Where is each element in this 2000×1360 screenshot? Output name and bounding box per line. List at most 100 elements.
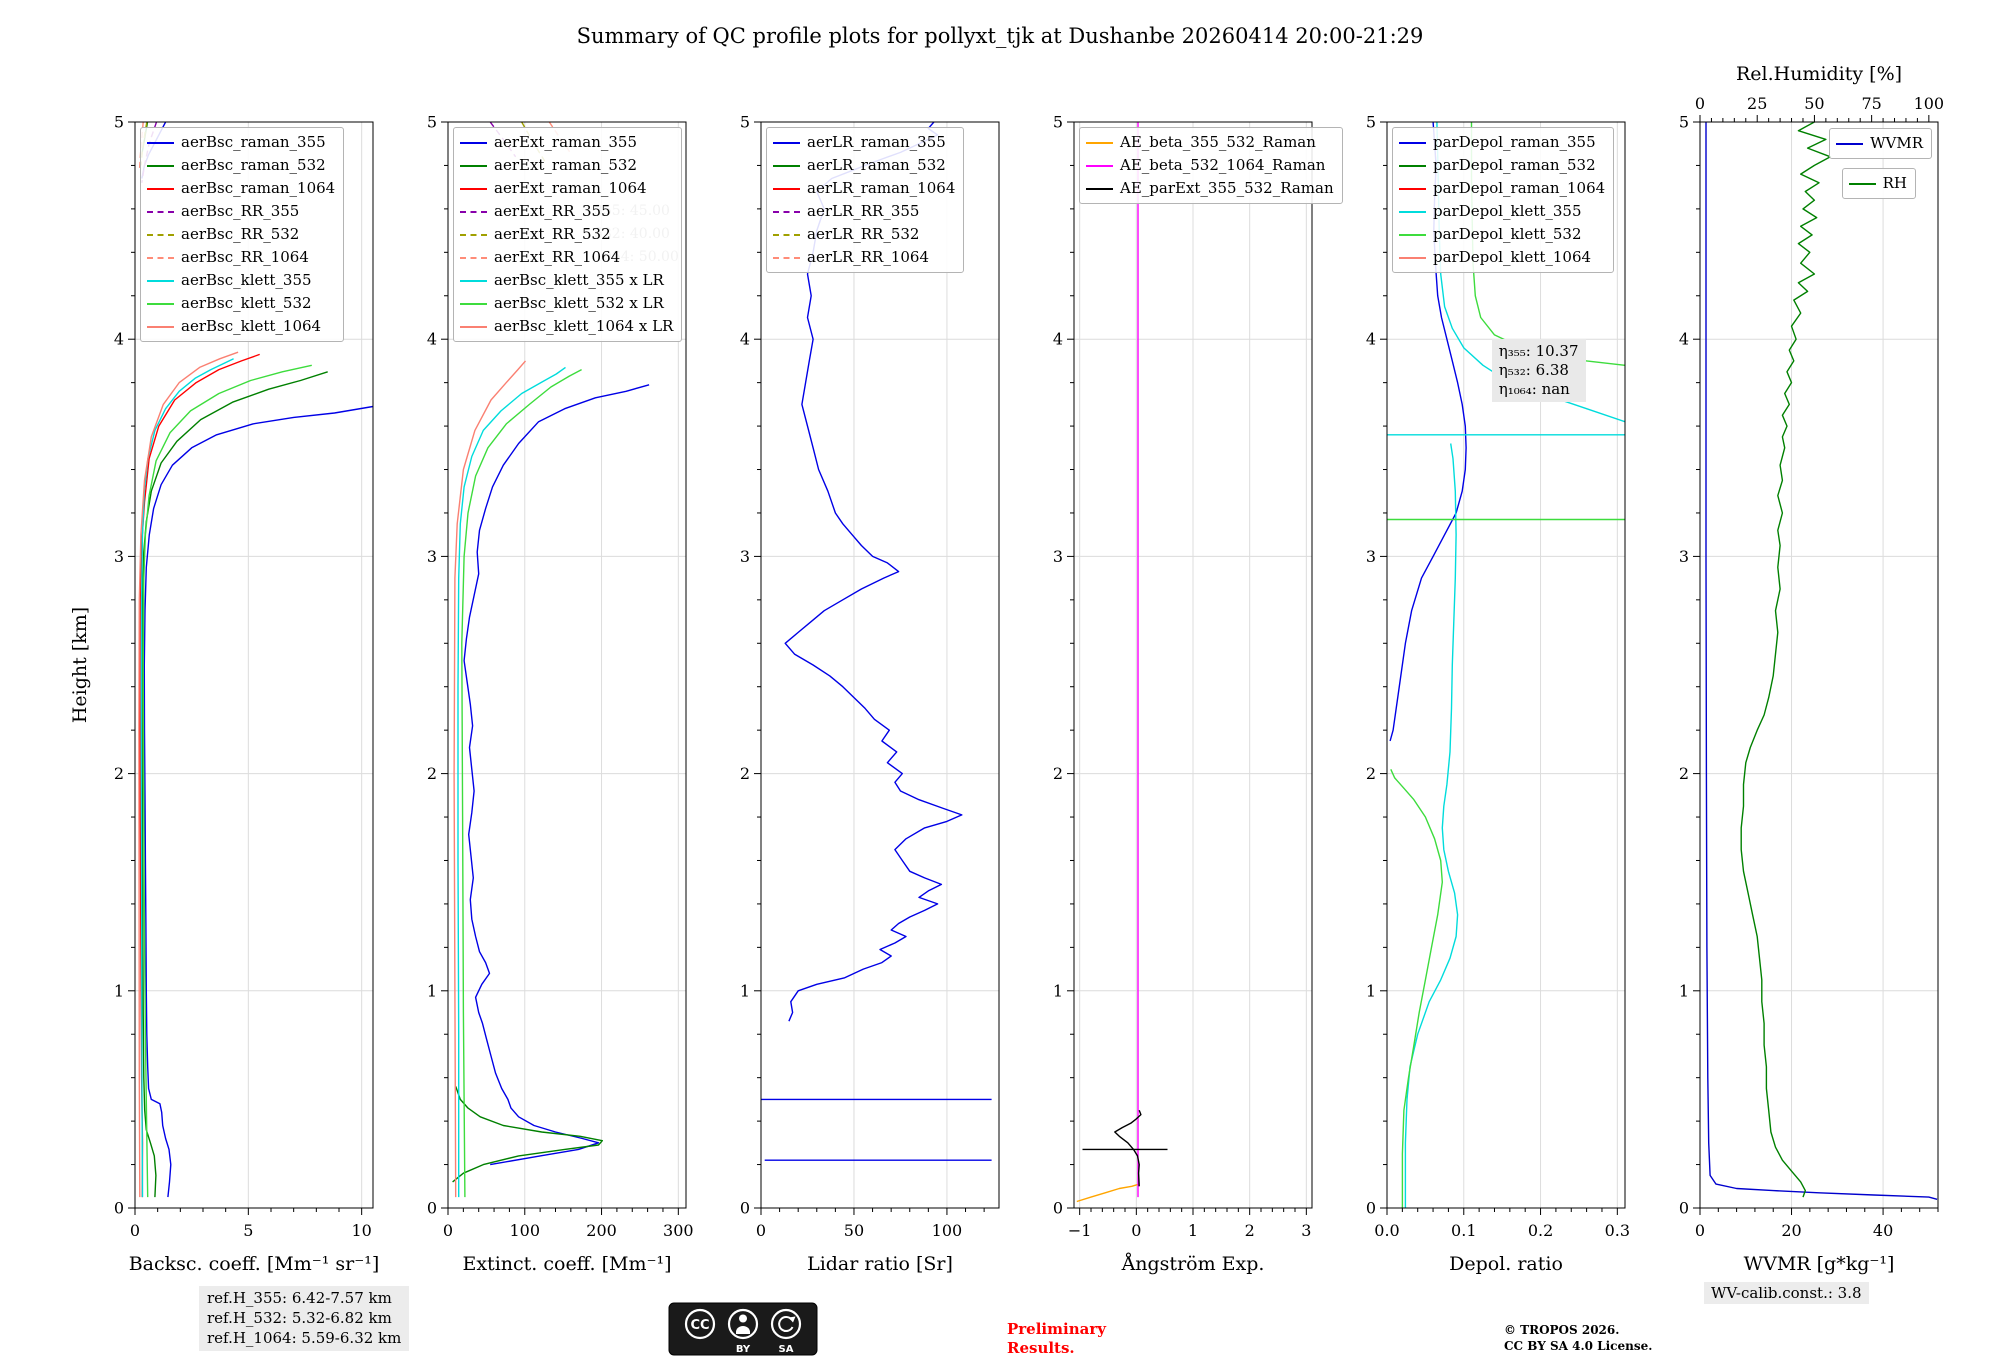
series-parDepol_klett_532 xyxy=(1390,769,1444,1208)
x-tick-label: 0 xyxy=(1131,1221,1141,1240)
copyright-line-1: © TROPOS 2026. xyxy=(1504,1323,1620,1337)
x-tick-label: 40 xyxy=(1873,1221,1893,1240)
axes-frame xyxy=(760,121,1000,1209)
y-tick-label: 2 xyxy=(1053,764,1063,783)
axes-frame xyxy=(1699,121,1939,1209)
x-tick-label: 0 xyxy=(443,1221,453,1240)
axes-frame xyxy=(1386,121,1626,1209)
x-tick-label: 0.3 xyxy=(1605,1221,1630,1240)
y-tick-label: 4 xyxy=(427,330,437,349)
y-tick-label: 1 xyxy=(1679,981,1689,1000)
top-tick-label: 75 xyxy=(1861,94,1881,113)
y-tick-label: 2 xyxy=(427,764,437,783)
axes-frame xyxy=(447,121,687,1209)
reference-heights-note: ref.H_355: 6.42-7.57 km ref.H_532: 5.32-… xyxy=(199,1286,410,1352)
panel-extinction: 0 100 200 300 0 1 2 3 4 5 Extinct. coeff. [Mm⁻¹] xyxy=(427,113,694,1276)
x-axis-label: Depol. ratio xyxy=(1449,1253,1563,1275)
y-tick-label: 0 xyxy=(1366,1199,1376,1218)
y-tick-label: 2 xyxy=(740,764,750,783)
y-tick-label: 1 xyxy=(1053,981,1063,1000)
x-axis-label: Lidar ratio [Sr] xyxy=(807,1253,953,1275)
series-aerExt_raman_355 xyxy=(463,384,650,1166)
x-tick-label: 0.0 xyxy=(1374,1221,1399,1240)
top-axis-label: Rel.Humidity [%] xyxy=(1736,63,1902,85)
x-axis-label: Backsc. coeff. [Mm⁻¹ sr⁻¹] xyxy=(129,1253,380,1275)
series-aerBsc_klett_1064 xyxy=(138,351,239,1198)
series-aerBsc_klett_532 xyxy=(142,364,312,1198)
y-tick-label: 4 xyxy=(1053,330,1063,349)
y-tick-label: 0 xyxy=(1053,1199,1063,1218)
series-parDepol_klett_532 xyxy=(1470,122,1625,366)
preliminary-results-note: Preliminary Results. xyxy=(1007,1320,1106,1358)
y-tick-label: 4 xyxy=(1366,330,1376,349)
series-AE_parExt_355_532_Raman xyxy=(1114,1110,1142,1187)
series-parDepol_klett_355 xyxy=(1436,122,1625,423)
x-tick-label: 50 xyxy=(844,1221,864,1240)
x-tick-label: 2 xyxy=(1245,1221,1255,1240)
series-parDepol_raman_355 xyxy=(1389,122,1467,742)
ref-h-355: ref.H_355: 6.42-7.57 km xyxy=(207,1289,392,1307)
attribution-person-icon xyxy=(727,1308,759,1340)
sa-label: SA xyxy=(779,1344,794,1355)
y-tick-label: 2 xyxy=(1679,764,1689,783)
y-tick-label: 2 xyxy=(1366,764,1376,783)
series-parDepol_klett_355 xyxy=(1404,443,1459,1208)
copyright-line-2: CC BY SA 4.0 License. xyxy=(1504,1339,1653,1354)
y-tick-label: 3 xyxy=(1053,547,1063,566)
x-tick-label: −1 xyxy=(1068,1221,1092,1240)
x-tick-label: 3 xyxy=(1301,1221,1311,1240)
preliminary-line-1: Preliminary xyxy=(1007,1320,1106,1338)
x-tick-label: 0.2 xyxy=(1528,1221,1553,1240)
series-aerExt_RR_1064 xyxy=(548,122,573,156)
x-tick-label: 5 xyxy=(243,1221,253,1240)
y-tick-label: 1 xyxy=(427,981,437,1000)
panel-backscatter: 0 5 10 0 1 2 3 4 5 Backsc. coeff. [Mm⁻¹ sr⁻¹] xyxy=(114,113,379,1276)
y-tick-label: 5 xyxy=(427,113,437,132)
panel-lidar-ratio: 0 50 100 0 1 2 3 4 5 Lidar ratio [Sr] xyxy=(740,113,1000,1275)
y-tick-label: 0 xyxy=(740,1199,750,1218)
x-tick-label: 0.1 xyxy=(1451,1221,1476,1240)
y-tick-label: 2 xyxy=(114,764,124,783)
x-tick-label: 1 xyxy=(1188,1221,1198,1240)
y-tick-label: 1 xyxy=(114,981,124,1000)
axes-frame xyxy=(134,121,374,1209)
y-tick-label: 3 xyxy=(1679,547,1689,566)
x-tick-label: 0 xyxy=(1695,1221,1705,1240)
series-aerBsc_raman_532 xyxy=(141,371,328,1198)
y-tick-label: 4 xyxy=(114,330,124,349)
panel-depol-ratio: 0.0 0.1 0.2 0.3 0 1 2 3 4 5 Depol. ratio xyxy=(1366,113,1630,1276)
y-tick-label: 0 xyxy=(114,1199,124,1218)
series-aerBsc_klett_355 xyxy=(140,358,234,1198)
by-label: BY xyxy=(736,1344,751,1355)
y-tick-label: 3 xyxy=(1366,547,1376,566)
series-aerLR_raman_355 xyxy=(784,122,963,1022)
cc-license-badge: CC BY SA xyxy=(668,1302,818,1360)
ref-h-1064: ref.H_1064: 5.59-6.32 km xyxy=(207,1328,402,1347)
x-tick-label: 0 xyxy=(756,1221,766,1240)
preliminary-line-2: Results. xyxy=(1007,1338,1075,1357)
wv-calibration-note: WV-calib.const.: 3.8 xyxy=(1704,1282,1869,1304)
share-alike-icon xyxy=(770,1308,802,1340)
y-tick-label: 5 xyxy=(1679,113,1689,132)
x-axis-label: Extinct. coeff. [Mm⁻¹] xyxy=(462,1253,671,1275)
x-tick-label: 10 xyxy=(351,1221,371,1240)
series-AE_beta_355_532_Raman xyxy=(1076,1183,1140,1203)
series-aerBsc_raman_1064 xyxy=(139,353,260,1198)
top-tick-label: 100 xyxy=(1914,94,1945,113)
cc-icon-label: CC xyxy=(690,1318,709,1333)
x-tick-label: 0 xyxy=(130,1221,140,1240)
ref-h-532: ref.H_532: 5.32-6.82 km xyxy=(207,1308,392,1327)
copyright-note: © TROPOS 2026. CC BY SA 4.0 License. xyxy=(1504,1322,1652,1354)
y-tick-label: 5 xyxy=(1053,113,1063,132)
y-tick-label: 1 xyxy=(1366,981,1376,1000)
y-tick-label: 0 xyxy=(427,1199,437,1218)
x-tick-label: 200 xyxy=(586,1221,617,1240)
y-tick-label: 4 xyxy=(1679,330,1689,349)
series-aerBsc_klett_532_x_LR xyxy=(461,368,582,1198)
series-RH xyxy=(1740,122,1832,1198)
y-tick-label: 5 xyxy=(1366,113,1376,132)
y-tick-label: 4 xyxy=(740,330,750,349)
